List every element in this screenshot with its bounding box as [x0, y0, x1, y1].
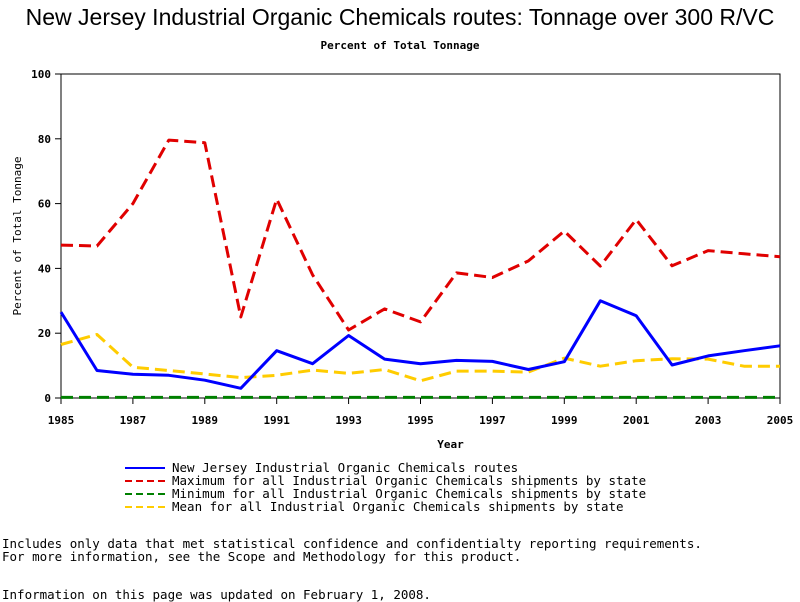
y-axis-label: Percent of Total Tonnage — [11, 157, 24, 316]
plot-area — [60, 73, 781, 399]
chart-subtitle: Percent of Total Tonnage — [320, 39, 480, 52]
chart-title: New Jersey Industrial Organic Chemicals … — [25, 4, 775, 30]
x-tick-label: 1993 — [335, 414, 362, 427]
series-line-3 — [60, 333, 780, 383]
footnote-line-1: Includes only data that met statistical … — [2, 536, 702, 551]
x-tick-label: 1995 — [407, 414, 434, 427]
x-tick-label: 1997 — [479, 414, 506, 427]
x-tick-label: 2003 — [695, 414, 722, 427]
x-tick-label: 2005 — [767, 414, 794, 427]
y-tick-label: 0 — [44, 392, 51, 405]
x-tick-label: 1999 — [551, 414, 578, 427]
x-tick-label: 1991 — [263, 414, 290, 427]
x-tick-label: 1987 — [120, 414, 147, 427]
y-tick-label: 60 — [38, 198, 51, 211]
x-tick-label: 1985 — [48, 414, 75, 427]
y-tick-label: 100 — [31, 68, 51, 81]
footnote-line-2: For more information, see the Scope and … — [2, 549, 522, 564]
series-line-0 — [59, 299, 781, 390]
legend-entry-3: Mean for all Industrial Organic Chemical… — [172, 499, 624, 514]
updated-note: Information on this page was updated on … — [2, 587, 431, 602]
x-tick-label: 2001 — [623, 414, 650, 427]
y-tick-label: 40 — [38, 262, 51, 275]
legend-entry-2: Minimum for all Industrial Organic Chemi… — [172, 486, 646, 501]
y-tick-label: 80 — [38, 133, 51, 146]
x-tick-label: 1989 — [192, 414, 219, 427]
legend-entry-1: Maximum for all Industrial Organic Chemi… — [172, 473, 646, 488]
y-tick-label: 20 — [38, 327, 51, 340]
series-line-1 — [60, 138, 781, 332]
legend-entry-0: New Jersey Industrial Organic Chemicals … — [172, 460, 518, 475]
x-axis-label: Year — [437, 438, 464, 451]
